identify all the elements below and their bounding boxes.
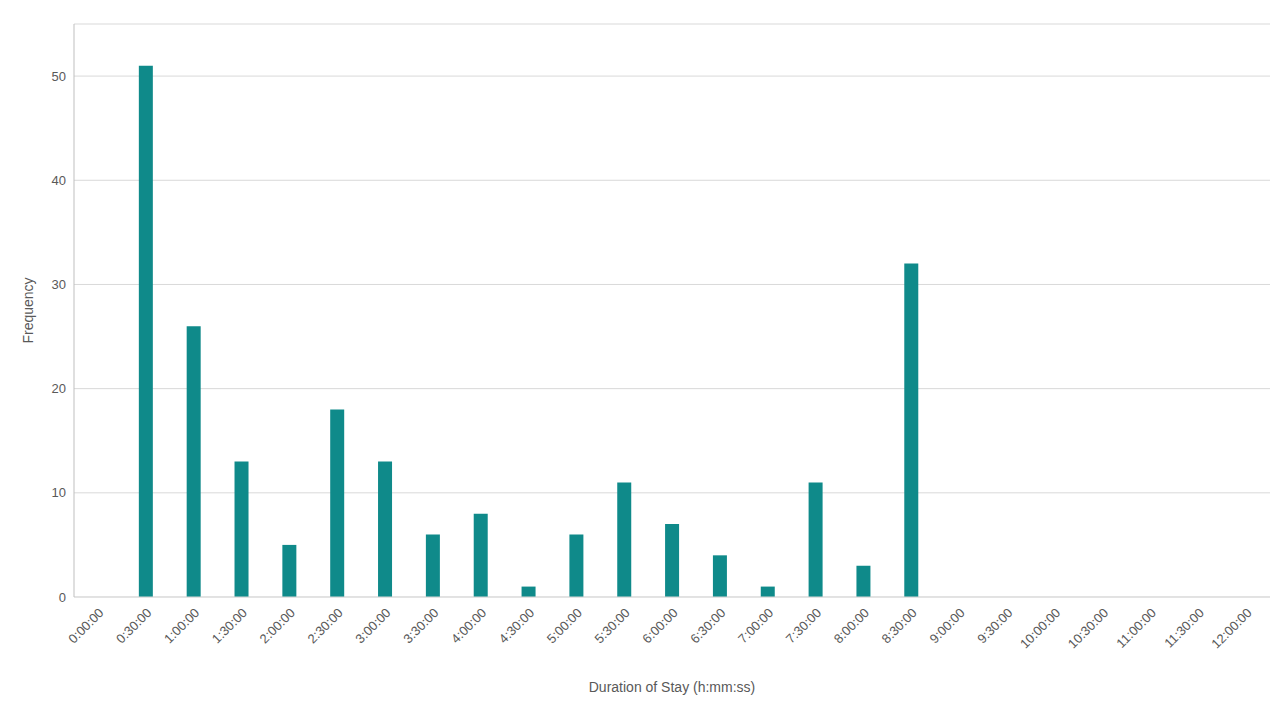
svg-text:50: 50: [52, 69, 66, 84]
svg-text:0:00:00: 0:00:00: [65, 605, 106, 646]
svg-text:11:30:00: 11:30:00: [1161, 605, 1207, 651]
svg-text:Duration of Stay (h:mm:ss): Duration of Stay (h:mm:ss): [589, 679, 756, 695]
svg-text:6:30:00: 6:30:00: [687, 605, 728, 646]
svg-text:1:00:00: 1:00:00: [161, 605, 202, 646]
svg-text:1:30:00: 1:30:00: [209, 605, 250, 646]
svg-text:9:00:00: 9:00:00: [926, 605, 967, 646]
svg-text:10:00:00: 10:00:00: [1017, 605, 1063, 651]
svg-text:30: 30: [52, 277, 66, 292]
svg-text:2:30:00: 2:30:00: [304, 605, 345, 646]
svg-text:4:30:00: 4:30:00: [496, 605, 537, 646]
svg-text:8:30:00: 8:30:00: [879, 605, 920, 646]
svg-text:6:00:00: 6:00:00: [639, 605, 680, 646]
svg-text:Frequency: Frequency: [20, 277, 36, 343]
svg-text:10:30:00: 10:30:00: [1065, 605, 1111, 651]
svg-text:3:30:00: 3:30:00: [400, 605, 441, 646]
svg-text:11:00:00: 11:00:00: [1113, 605, 1159, 651]
svg-text:12:00:00: 12:00:00: [1208, 605, 1254, 651]
svg-text:3:00:00: 3:00:00: [352, 605, 393, 646]
svg-text:7:30:00: 7:30:00: [783, 605, 824, 646]
svg-text:7:00:00: 7:00:00: [735, 605, 776, 646]
svg-text:0:30:00: 0:30:00: [113, 605, 154, 646]
svg-text:4:00:00: 4:00:00: [448, 605, 489, 646]
svg-text:5:30:00: 5:30:00: [592, 605, 633, 646]
svg-text:8:00:00: 8:00:00: [831, 605, 872, 646]
svg-text:20: 20: [52, 381, 66, 396]
svg-text:0: 0: [59, 590, 66, 605]
svg-text:40: 40: [52, 173, 66, 188]
svg-text:9:30:00: 9:30:00: [974, 605, 1015, 646]
svg-text:2:00:00: 2:00:00: [257, 605, 298, 646]
svg-text:10: 10: [52, 485, 66, 500]
svg-text:5:00:00: 5:00:00: [544, 605, 585, 646]
